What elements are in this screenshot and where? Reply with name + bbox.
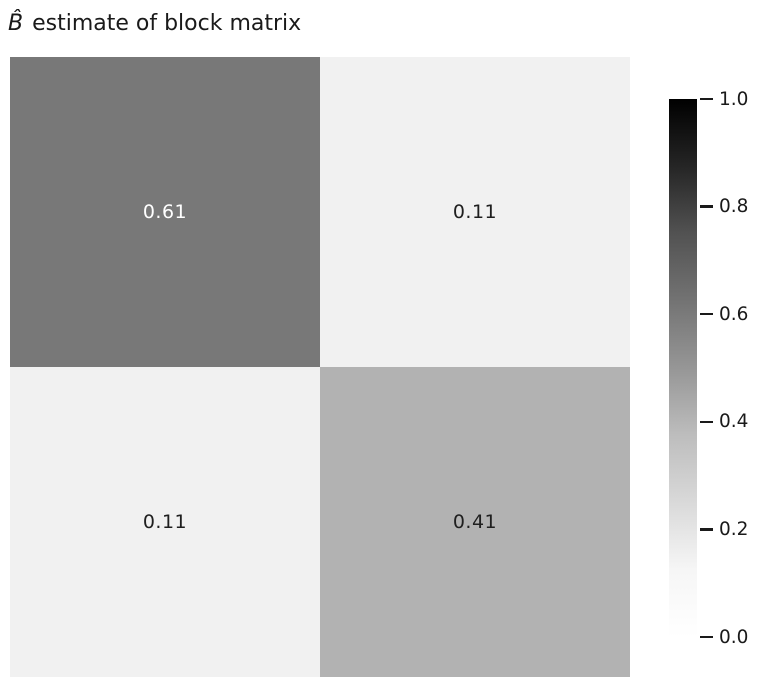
tick-label: 0.0	[719, 626, 749, 648]
heatmap-cell-r0c0: 0.61	[10, 57, 320, 367]
tick-mark	[700, 312, 713, 316]
tick-label: 1.0	[719, 88, 749, 110]
tick-label: 0.2	[719, 518, 749, 540]
colorbar-ticks: 1.0 0.8 0.6 0.4 0.2 0.0	[697, 89, 759, 648]
chart-title-math-symbol: B̂	[8, 11, 24, 36]
tick-mark	[700, 97, 713, 101]
chart-title: B̂ estimate of block matrix	[8, 8, 301, 40]
cell-value-label: 0.61	[142, 201, 188, 223]
heatmap-cell-r1c0: 0.11	[10, 367, 320, 677]
cell-value-label: 0.11	[452, 201, 498, 223]
heatmap-cell-r1c1: 0.41	[320, 367, 630, 677]
chart-title-text: estimate of block matrix	[25, 11, 302, 36]
tick-mark	[700, 420, 713, 424]
cell-value-label: 0.11	[142, 511, 188, 533]
heatmap-grid: 0.61 0.11 0.11 0.41	[10, 57, 630, 677]
tick-mark	[700, 205, 713, 208]
tick-label: 0.4	[719, 411, 749, 433]
heatmap-cell-r0c1: 0.11	[320, 57, 630, 367]
tick-label: 0.6	[719, 303, 749, 325]
tick-mark	[700, 635, 713, 639]
colorbar-gradient	[669, 99, 697, 637]
tick-mark	[700, 528, 713, 531]
tick-label: 0.8	[719, 196, 749, 218]
cell-value-label: 0.41	[452, 511, 498, 533]
